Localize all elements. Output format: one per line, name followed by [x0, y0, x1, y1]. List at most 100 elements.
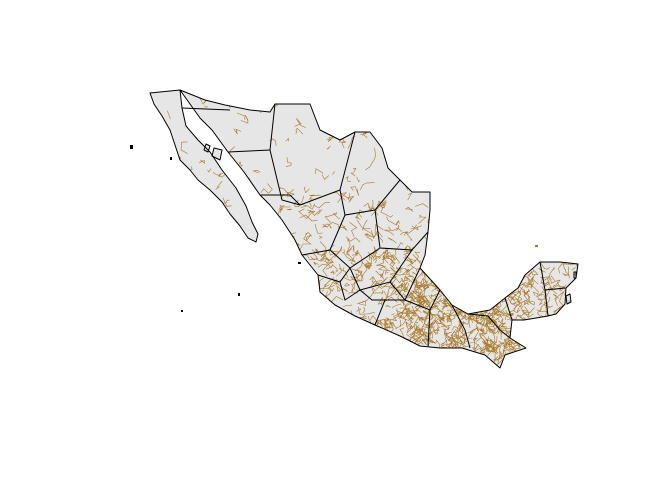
municipal-border [399, 307, 411, 316]
municipal-border [416, 324, 420, 329]
municipal-border [523, 289, 531, 301]
municipal-border [307, 209, 315, 214]
municipal-border [400, 299, 410, 313]
municipal-border [440, 342, 445, 345]
municipal-border [494, 357, 501, 362]
municipal-border [465, 293, 469, 299]
municipal-border [414, 203, 429, 208]
municipal-border [180, 141, 188, 154]
municipal-border [399, 269, 402, 274]
municipal-border [236, 112, 246, 120]
municipal-border [451, 331, 457, 349]
municipal-border [461, 295, 470, 300]
municipal-border [410, 225, 422, 230]
municipal-border [382, 202, 387, 207]
municipal-border [433, 349, 444, 361]
municipal-border [287, 233, 291, 242]
state-border [181, 107, 231, 111]
municipal-border [326, 96, 330, 103]
municipal-border [496, 306, 503, 314]
municipal-border [418, 214, 427, 224]
municipal-border [410, 134, 419, 148]
municipal-border [314, 224, 323, 234]
municipal-border [343, 304, 353, 307]
municipal-border [449, 314, 457, 317]
municipal-border [503, 290, 521, 298]
municipal-border [384, 271, 389, 275]
municipal-border [305, 234, 312, 242]
municipal-border [407, 316, 415, 322]
municipal-border [395, 242, 404, 256]
municipal-border [481, 351, 486, 354]
municipal-border [460, 297, 468, 302]
municipal-border [565, 252, 570, 261]
municipal-border [462, 301, 464, 307]
municipal-border [376, 249, 388, 259]
municipal-border [463, 290, 470, 295]
municipal-border [336, 246, 342, 256]
municipal-border [429, 262, 441, 276]
municipal-border [466, 290, 477, 300]
municipal-border [376, 320, 382, 326]
municipal-border [564, 268, 570, 276]
municipal-border [386, 253, 393, 259]
municipal-border [324, 213, 337, 223]
municipal-border [366, 236, 373, 242]
municipal-border [446, 310, 451, 315]
municipal-border [246, 186, 250, 192]
municipal-border [410, 279, 418, 287]
municipal-border [487, 343, 495, 352]
municipal-border [438, 350, 454, 358]
municipal-border [424, 262, 430, 270]
municipal-border [349, 316, 357, 322]
municipal-border [411, 295, 419, 303]
municipal-border [484, 297, 494, 307]
municipal-border [468, 281, 474, 287]
municipal-border [477, 290, 485, 298]
municipal-border [382, 296, 398, 304]
municipal-border [260, 183, 273, 194]
municipal-border [509, 302, 516, 307]
municipal-border [240, 102, 244, 107]
municipal-border [415, 328, 425, 336]
municipal-border [466, 317, 478, 321]
municipal-border [422, 300, 429, 307]
municipal-border [453, 281, 458, 285]
municipal-border [391, 313, 395, 316]
municipal-border [471, 347, 476, 351]
municipal-border [303, 186, 310, 194]
municipal-border [461, 274, 463, 281]
municipal-border [477, 305, 487, 312]
municipal-border [308, 198, 313, 208]
municipal-border [364, 233, 368, 236]
municipal-border [446, 335, 466, 346]
municipal-border [286, 208, 293, 211]
municipal-border [558, 261, 569, 274]
municipal-border [475, 293, 480, 296]
municipal-border [389, 275, 398, 279]
municipal-border [435, 353, 446, 361]
municipal-border [479, 346, 484, 354]
municipal-border [336, 267, 345, 277]
municipal-border [415, 284, 422, 288]
municipal-border [447, 286, 453, 293]
municipal-border [470, 285, 477, 294]
offshore-islets [130, 145, 538, 312]
municipal-border [307, 203, 316, 210]
municipal-border [413, 316, 423, 330]
municipal-border [549, 266, 555, 275]
municipal-border [439, 318, 452, 327]
municipal-border [331, 171, 335, 175]
municipal-border [467, 328, 477, 339]
municipal-border [435, 353, 441, 358]
municipal-border [467, 318, 473, 324]
municipal-border [486, 336, 489, 342]
municipal-border [298, 267, 302, 270]
municipal-border [266, 205, 270, 209]
municipal-border [298, 208, 314, 220]
municipal-border [519, 323, 527, 328]
municipal-border [547, 274, 553, 284]
municipal-border [467, 303, 474, 309]
coastline [211, 147, 223, 161]
state-border [451, 304, 471, 349]
